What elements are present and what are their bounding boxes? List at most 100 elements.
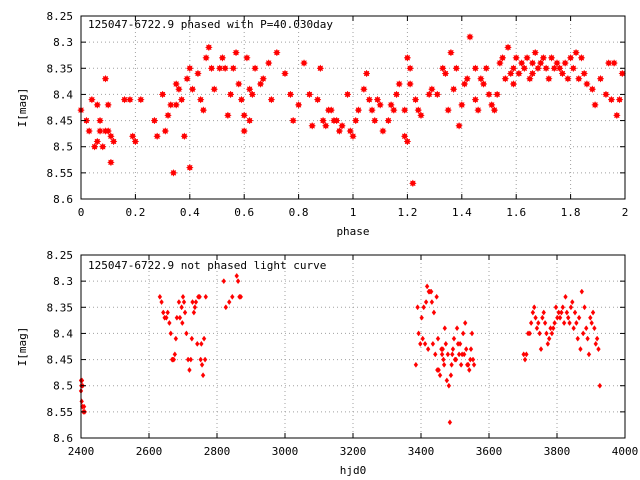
x-axis-ticks: 0 0.2 0.4 0.6 0.8 1 1.2 1.4 1.6 1.8 2 — [78, 16, 629, 219]
data-point — [593, 340, 598, 347]
data-point — [610, 59, 618, 67]
data-point — [305, 90, 314, 99]
data-point — [437, 372, 443, 379]
data-point — [449, 361, 454, 368]
data-point — [457, 340, 463, 347]
data-point — [403, 137, 412, 146]
data-point — [482, 64, 491, 73]
data-point — [542, 64, 550, 73]
data-point — [553, 59, 561, 67]
y-tick-label: 8.5 — [53, 141, 73, 154]
data-point — [557, 314, 563, 321]
data-point — [221, 64, 229, 73]
data-point — [424, 283, 430, 290]
data-point — [395, 80, 404, 88]
data-point — [569, 64, 578, 73]
data-point — [534, 64, 542, 73]
data-point — [259, 74, 268, 83]
data-point — [224, 111, 232, 120]
data-point — [564, 309, 570, 316]
x-tick-label: 2 — [622, 206, 629, 219]
data-point — [541, 309, 546, 316]
data-point — [460, 80, 469, 88]
data-point — [88, 95, 96, 104]
data-point — [540, 314, 545, 321]
data-point — [400, 106, 409, 114]
data-point — [451, 335, 457, 342]
data-point — [570, 299, 575, 305]
data-point — [360, 85, 368, 94]
data-point — [463, 320, 468, 326]
data-point — [164, 314, 169, 321]
data-point — [218, 53, 227, 62]
data-point — [588, 314, 593, 321]
data-point — [199, 340, 204, 347]
x-tick-label: 1.4 — [452, 206, 472, 219]
data-point — [552, 320, 557, 326]
data-point — [509, 80, 518, 88]
y-tick-label: 8.5 — [53, 380, 73, 393]
data-point — [589, 320, 594, 326]
y-axis-ticks: 8.25 8.3 8.35 8.4 8.45 8.5 8.55 8.6 — [47, 10, 625, 206]
data-point — [615, 95, 624, 104]
data-point — [171, 356, 177, 363]
data-point — [474, 106, 482, 114]
data-point — [568, 304, 574, 311]
x-tick-label: 3000 — [272, 445, 299, 458]
data-point — [594, 335, 600, 342]
data-point — [446, 382, 452, 389]
data-point — [199, 106, 208, 114]
data-point — [321, 121, 330, 130]
data-point — [561, 320, 567, 326]
data-point — [161, 309, 166, 316]
data-point — [354, 106, 363, 114]
data-point — [466, 361, 471, 368]
data-point — [418, 340, 423, 347]
y-tick-label: 8.55 — [47, 406, 74, 419]
data-point — [585, 335, 590, 342]
data-point — [273, 48, 281, 57]
data-point — [563, 293, 568, 300]
data-point — [456, 351, 462, 358]
x-tick-label: 3400 — [408, 445, 435, 458]
data-point — [447, 419, 453, 426]
data-point — [327, 106, 336, 114]
data-point — [392, 90, 401, 99]
data-point — [79, 398, 84, 405]
data-point — [221, 278, 226, 285]
data-point — [166, 101, 175, 109]
data-point — [384, 116, 393, 125]
data-point — [167, 320, 172, 326]
data-point — [104, 101, 113, 109]
data-point — [179, 304, 184, 311]
data-point — [415, 304, 420, 311]
data-point — [362, 69, 371, 78]
data-point — [545, 74, 553, 83]
data-point — [528, 59, 537, 67]
data-point — [461, 351, 467, 358]
data-point — [200, 372, 206, 379]
data-point — [195, 340, 200, 347]
data-point — [618, 69, 627, 78]
data-point — [468, 346, 474, 353]
y-tick-label: 8.55 — [47, 167, 74, 180]
data-point — [530, 309, 536, 316]
data-point — [434, 293, 439, 300]
data-point — [450, 346, 456, 353]
data-point — [577, 53, 586, 62]
data-point — [546, 335, 552, 342]
data-point — [181, 299, 187, 305]
data-point — [267, 95, 276, 104]
data-point — [537, 330, 542, 337]
data-point — [455, 121, 463, 130]
x-tick-label: 4000 — [612, 445, 639, 458]
data-point — [234, 80, 243, 88]
data-point — [509, 64, 518, 73]
data-point — [425, 90, 433, 99]
data-point — [346, 127, 355, 135]
data-point — [590, 309, 596, 316]
data-point — [175, 85, 183, 94]
y-tick-label: 8.45 — [47, 115, 74, 128]
y-tick-label: 8.4 — [53, 327, 73, 340]
data-point — [470, 356, 476, 363]
